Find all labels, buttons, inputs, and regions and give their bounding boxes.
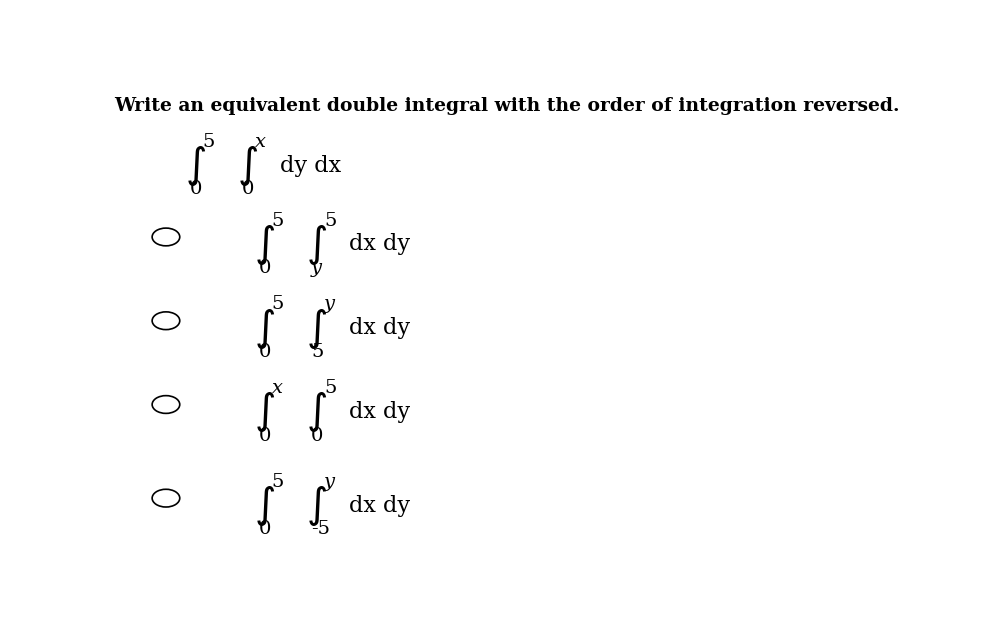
Text: dx dy: dx dy xyxy=(348,234,410,255)
Text: y: y xyxy=(324,473,335,491)
Text: 5: 5 xyxy=(272,296,284,314)
Text: 5: 5 xyxy=(203,133,215,151)
Text: x: x xyxy=(255,133,266,151)
Text: $\int$: $\int$ xyxy=(254,306,275,351)
Text: $\int$: $\int$ xyxy=(306,483,328,528)
Text: 0: 0 xyxy=(258,426,271,445)
Text: $\int$: $\int$ xyxy=(254,222,275,267)
Text: 0: 0 xyxy=(258,259,271,277)
Text: $\int$: $\int$ xyxy=(238,143,258,188)
Text: 5: 5 xyxy=(324,212,337,230)
Text: 5: 5 xyxy=(324,380,337,397)
Text: 0: 0 xyxy=(190,180,202,198)
Text: y: y xyxy=(324,296,335,314)
Text: y: y xyxy=(311,259,322,277)
Text: x: x xyxy=(272,380,283,397)
Text: dx dy: dx dy xyxy=(348,495,410,516)
Text: dy dx: dy dx xyxy=(279,154,341,177)
Text: 0: 0 xyxy=(258,520,271,538)
Text: 0: 0 xyxy=(242,180,254,198)
Text: $\int$: $\int$ xyxy=(254,483,275,528)
Text: $\int$: $\int$ xyxy=(306,389,328,435)
Text: 5: 5 xyxy=(272,473,284,491)
Text: $\int$: $\int$ xyxy=(185,143,206,188)
Text: dx dy: dx dy xyxy=(348,401,410,423)
Text: 5: 5 xyxy=(272,212,284,230)
Text: $\int$: $\int$ xyxy=(306,222,328,267)
Text: -5: -5 xyxy=(311,520,330,538)
Text: 5: 5 xyxy=(311,343,324,361)
Text: Write an equivalent double integral with the order of integration reversed.: Write an equivalent double integral with… xyxy=(115,97,900,115)
Text: dx dy: dx dy xyxy=(348,317,410,339)
Text: $\int$: $\int$ xyxy=(306,306,328,351)
Text: 0: 0 xyxy=(311,426,324,445)
Text: $\int$: $\int$ xyxy=(254,389,275,435)
Text: 0: 0 xyxy=(258,343,271,361)
